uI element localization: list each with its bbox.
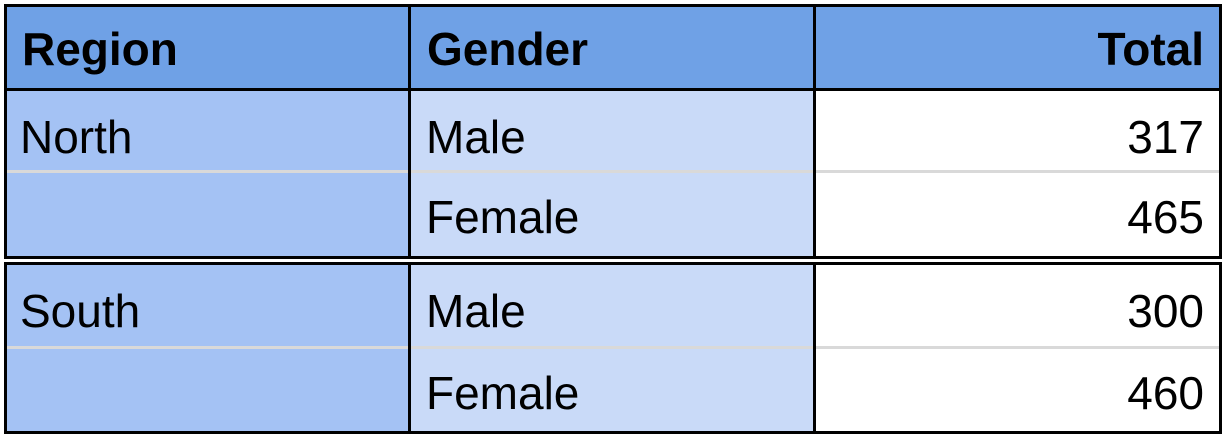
gender-label: Male bbox=[426, 111, 526, 163]
total-cell[interactable]: 460 bbox=[815, 348, 1222, 434]
row-gridline bbox=[4, 346, 1222, 349]
gender-cell[interactable]: Female bbox=[410, 172, 815, 256]
header-total-cell[interactable]: Total bbox=[815, 4, 1222, 88]
gender-label: Female bbox=[426, 367, 580, 419]
column-divider bbox=[408, 4, 411, 434]
column-divider bbox=[813, 4, 816, 434]
header-region-cell[interactable]: Region bbox=[4, 4, 410, 88]
pivot-table: Region Gender Total North Male 317 Femal… bbox=[4, 4, 1222, 434]
total-value: 317 bbox=[1127, 111, 1204, 163]
total-cell[interactable]: 317 bbox=[815, 88, 1222, 172]
total-value: 300 bbox=[1127, 285, 1204, 337]
region-label: South bbox=[20, 285, 141, 337]
gender-label: Male bbox=[426, 285, 526, 337]
header-total-label: Total bbox=[1097, 23, 1204, 75]
gender-cell[interactable]: Male bbox=[410, 88, 815, 172]
header-region-label: Region bbox=[22, 23, 178, 75]
gender-cell[interactable]: Male bbox=[410, 262, 815, 348]
gender-label: Female bbox=[426, 191, 580, 243]
total-value: 460 bbox=[1127, 367, 1204, 419]
header-gender-label: Gender bbox=[427, 23, 589, 75]
header-gender-cell[interactable]: Gender bbox=[410, 4, 815, 88]
total-value: 465 bbox=[1127, 191, 1204, 243]
gender-cell[interactable]: Female bbox=[410, 348, 815, 434]
row-gridline bbox=[4, 170, 1222, 173]
total-cell[interactable]: 300 bbox=[815, 262, 1222, 348]
total-cell[interactable]: 465 bbox=[815, 172, 1222, 256]
region-label: North bbox=[20, 111, 133, 163]
group-separator bbox=[4, 259, 1222, 262]
